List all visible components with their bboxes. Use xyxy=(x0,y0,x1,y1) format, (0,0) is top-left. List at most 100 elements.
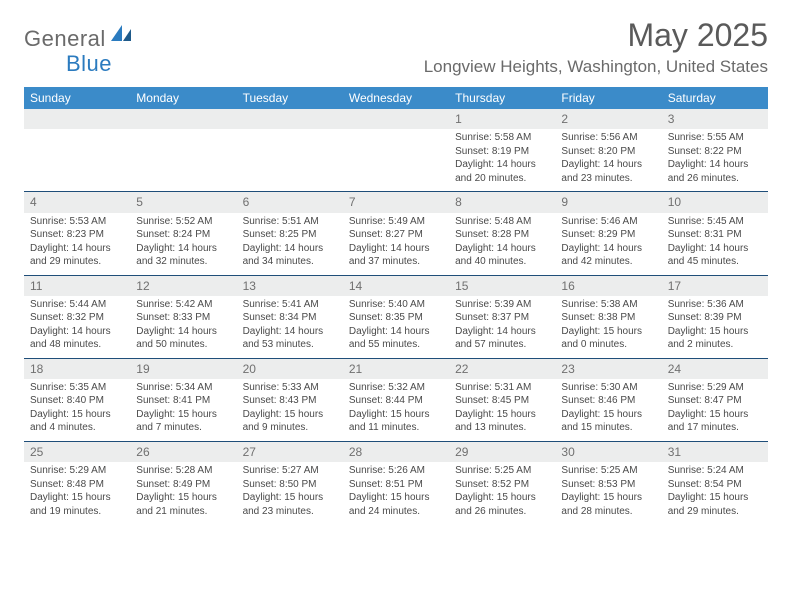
daylight-text-1: Daylight: 15 hours xyxy=(561,325,655,339)
day-number: 3 xyxy=(662,109,768,129)
day-number-cell: 11 xyxy=(24,275,130,296)
sunset-text: Sunset: 8:35 PM xyxy=(349,311,443,325)
day-number: 2 xyxy=(555,109,661,129)
day-content: Sunrise: 5:45 AMSunset: 8:31 PMDaylight:… xyxy=(662,213,768,275)
sunrise-text: Sunrise: 5:36 AM xyxy=(668,298,762,312)
daylight-text-1: Daylight: 15 hours xyxy=(30,408,124,422)
day-content: Sunrise: 5:58 AMSunset: 8:19 PMDaylight:… xyxy=(449,129,555,191)
daylight-text-2: and 34 minutes. xyxy=(243,255,337,269)
sunset-text: Sunset: 8:51 PM xyxy=(349,478,443,492)
daylight-text-2: and 13 minutes. xyxy=(455,421,549,435)
daynum-row: 123 xyxy=(24,109,768,129)
daylight-text-2: and 24 minutes. xyxy=(349,505,443,519)
day-content-row: Sunrise: 5:53 AMSunset: 8:23 PMDaylight:… xyxy=(24,213,768,276)
logo-sail-icon xyxy=(111,25,133,48)
daylight-text-1: Daylight: 14 hours xyxy=(136,242,230,256)
sunset-text: Sunset: 8:33 PM xyxy=(136,311,230,325)
day-content-cell: Sunrise: 5:24 AMSunset: 8:54 PMDaylight:… xyxy=(662,462,768,524)
daylight-text-2: and 29 minutes. xyxy=(30,255,124,269)
day-number-cell: 31 xyxy=(662,441,768,462)
day-number-cell: 18 xyxy=(24,358,130,379)
day-number-cell xyxy=(237,109,343,129)
daylight-text-2: and 19 minutes. xyxy=(30,505,124,519)
day-content-cell: Sunrise: 5:45 AMSunset: 8:31 PMDaylight:… xyxy=(662,213,768,276)
day-content: Sunrise: 5:31 AMSunset: 8:45 PMDaylight:… xyxy=(449,379,555,441)
day-content: Sunrise: 5:39 AMSunset: 8:37 PMDaylight:… xyxy=(449,296,555,358)
daylight-text-1: Daylight: 14 hours xyxy=(349,325,443,339)
daylight-text-2: and 53 minutes. xyxy=(243,338,337,352)
day-number-cell xyxy=(343,109,449,129)
daylight-text-2: and 23 minutes. xyxy=(243,505,337,519)
day-number-cell: 26 xyxy=(130,441,236,462)
daylight-text-1: Daylight: 14 hours xyxy=(455,325,549,339)
day-number: 10 xyxy=(662,192,768,212)
sunrise-text: Sunrise: 5:32 AM xyxy=(349,381,443,395)
daylight-text-2: and 45 minutes. xyxy=(668,255,762,269)
sunrise-text: Sunrise: 5:42 AM xyxy=(136,298,230,312)
day-content-cell: Sunrise: 5:29 AMSunset: 8:47 PMDaylight:… xyxy=(662,379,768,442)
daylight-text-1: Daylight: 15 hours xyxy=(243,408,337,422)
day-number: 26 xyxy=(130,442,236,462)
sunrise-text: Sunrise: 5:48 AM xyxy=(455,215,549,229)
day-content-cell: Sunrise: 5:29 AMSunset: 8:48 PMDaylight:… xyxy=(24,462,130,524)
day-content-cell: Sunrise: 5:36 AMSunset: 8:39 PMDaylight:… xyxy=(662,296,768,359)
weekday-header: Wednesday xyxy=(343,87,449,109)
daylight-text-1: Daylight: 15 hours xyxy=(561,491,655,505)
daylight-text-1: Daylight: 14 hours xyxy=(30,242,124,256)
daylight-text-2: and 23 minutes. xyxy=(561,172,655,186)
day-number: 23 xyxy=(555,359,661,379)
day-number: 1 xyxy=(449,109,555,129)
day-number-cell: 22 xyxy=(449,358,555,379)
day-number: 4 xyxy=(24,192,130,212)
daylight-text-2: and 9 minutes. xyxy=(243,421,337,435)
daylight-text-1: Daylight: 15 hours xyxy=(349,491,443,505)
day-content-row: Sunrise: 5:58 AMSunset: 8:19 PMDaylight:… xyxy=(24,129,768,192)
sunrise-text: Sunrise: 5:39 AM xyxy=(455,298,549,312)
day-content-row: Sunrise: 5:35 AMSunset: 8:40 PMDaylight:… xyxy=(24,379,768,442)
calendar-body: 123Sunrise: 5:58 AMSunset: 8:19 PMDaylig… xyxy=(24,109,768,524)
sunset-text: Sunset: 8:43 PM xyxy=(243,394,337,408)
day-content-cell: Sunrise: 5:53 AMSunset: 8:23 PMDaylight:… xyxy=(24,213,130,276)
calendar-table: SundayMondayTuesdayWednesdayThursdayFrid… xyxy=(24,87,768,524)
sunrise-text: Sunrise: 5:25 AM xyxy=(455,464,549,478)
daylight-text-1: Daylight: 14 hours xyxy=(136,325,230,339)
day-content: Sunrise: 5:26 AMSunset: 8:51 PMDaylight:… xyxy=(343,462,449,524)
daylight-text-1: Daylight: 14 hours xyxy=(30,325,124,339)
sunrise-text: Sunrise: 5:26 AM xyxy=(349,464,443,478)
sunrise-text: Sunrise: 5:41 AM xyxy=(243,298,337,312)
daylight-text-1: Daylight: 15 hours xyxy=(243,491,337,505)
day-number-cell: 27 xyxy=(237,441,343,462)
day-number: 13 xyxy=(237,276,343,296)
sunset-text: Sunset: 8:46 PM xyxy=(561,394,655,408)
sunset-text: Sunset: 8:40 PM xyxy=(30,394,124,408)
day-number: 22 xyxy=(449,359,555,379)
daylight-text-1: Daylight: 15 hours xyxy=(561,408,655,422)
day-content-cell: Sunrise: 5:38 AMSunset: 8:38 PMDaylight:… xyxy=(555,296,661,359)
sunrise-text: Sunrise: 5:46 AM xyxy=(561,215,655,229)
daylight-text-1: Daylight: 14 hours xyxy=(455,158,549,172)
month-year-title: May 2025 xyxy=(424,18,768,53)
day-number-cell: 24 xyxy=(662,358,768,379)
day-number: 18 xyxy=(24,359,130,379)
sunset-text: Sunset: 8:45 PM xyxy=(455,394,549,408)
day-content-cell: Sunrise: 5:26 AMSunset: 8:51 PMDaylight:… xyxy=(343,462,449,524)
day-content-cell: Sunrise: 5:34 AMSunset: 8:41 PMDaylight:… xyxy=(130,379,236,442)
sunrise-text: Sunrise: 5:53 AM xyxy=(30,215,124,229)
sunrise-text: Sunrise: 5:27 AM xyxy=(243,464,337,478)
sunrise-text: Sunrise: 5:40 AM xyxy=(349,298,443,312)
day-content: Sunrise: 5:32 AMSunset: 8:44 PMDaylight:… xyxy=(343,379,449,441)
day-content: Sunrise: 5:49 AMSunset: 8:27 PMDaylight:… xyxy=(343,213,449,275)
day-number-cell: 17 xyxy=(662,275,768,296)
sunrise-text: Sunrise: 5:49 AM xyxy=(349,215,443,229)
day-number: 14 xyxy=(343,276,449,296)
sunset-text: Sunset: 8:25 PM xyxy=(243,228,337,242)
day-content-cell xyxy=(343,129,449,192)
sunset-text: Sunset: 8:22 PM xyxy=(668,145,762,159)
sunset-text: Sunset: 8:29 PM xyxy=(561,228,655,242)
daylight-text-2: and 26 minutes. xyxy=(455,505,549,519)
daynum-row: 18192021222324 xyxy=(24,358,768,379)
day-content-cell: Sunrise: 5:41 AMSunset: 8:34 PMDaylight:… xyxy=(237,296,343,359)
daylight-text-2: and 26 minutes. xyxy=(668,172,762,186)
daylight-text-1: Daylight: 14 hours xyxy=(243,325,337,339)
day-content-cell xyxy=(237,129,343,192)
